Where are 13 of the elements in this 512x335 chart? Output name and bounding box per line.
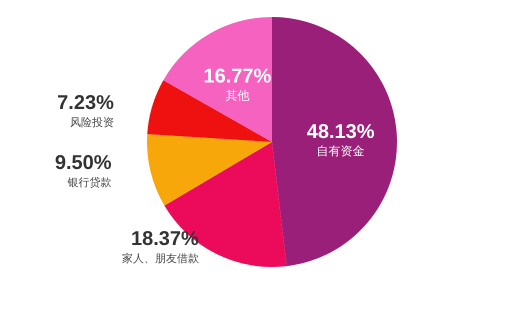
slice-label: 其他 [225,88,250,103]
pie-slice [272,17,397,266]
pie-slice [163,17,272,142]
data-label: 16.77% [204,66,272,88]
slice-label: 风险投资 [70,116,114,130]
pie-slice [147,134,272,206]
data-label: 7.23% [57,92,114,114]
data-label: 9.50% [54,152,112,174]
data-label: 48.13% [306,120,375,143]
data-label: 18.37% [130,228,200,250]
slice-label: 银行贷款 [66,176,112,189]
slice-label: 家人、朋友借款 [122,252,199,266]
slice-label: 自有资金 [316,144,365,158]
